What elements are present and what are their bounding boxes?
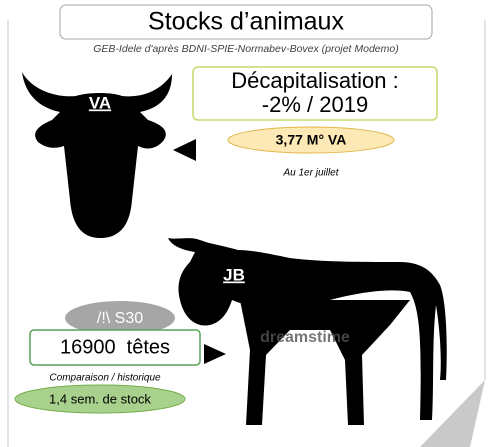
source: GEB-Idele d'après BDNI-SPIE-Normabev-Bov… bbox=[93, 43, 398, 55]
decap-change: -2% / 2019 bbox=[262, 92, 368, 117]
watermark: dreamstime bbox=[260, 329, 350, 346]
alert-ellipse bbox=[65, 301, 175, 335]
bull-legs bbox=[240, 300, 410, 425]
stock-value: 3,77 M° VA bbox=[276, 132, 347, 148]
comparison: Comparaison / historique bbox=[49, 373, 161, 384]
title: Stocks d’animaux bbox=[148, 8, 344, 36]
weeks-ellipse bbox=[14, 384, 186, 414]
decap-box bbox=[192, 66, 438, 121]
va-label: VA bbox=[89, 93, 111, 112]
bull-body bbox=[168, 238, 447, 420]
count: 16900 têtes bbox=[60, 336, 170, 358]
weeks: 1,4 sem. de stock bbox=[49, 391, 151, 406]
decap-title: Décapitalisation : bbox=[231, 68, 399, 93]
jb-label: JB bbox=[223, 265, 245, 284]
page-curl bbox=[420, 380, 485, 447]
pointer bbox=[204, 344, 226, 364]
count-box bbox=[29, 329, 201, 366]
title-box bbox=[59, 4, 433, 40]
stock-ellipse bbox=[227, 126, 395, 154]
cow-head bbox=[22, 72, 172, 238]
stock-date: Au 1er juillet bbox=[282, 168, 339, 179]
pointer bbox=[173, 139, 196, 161]
alert: /!\ S30 bbox=[97, 310, 143, 327]
